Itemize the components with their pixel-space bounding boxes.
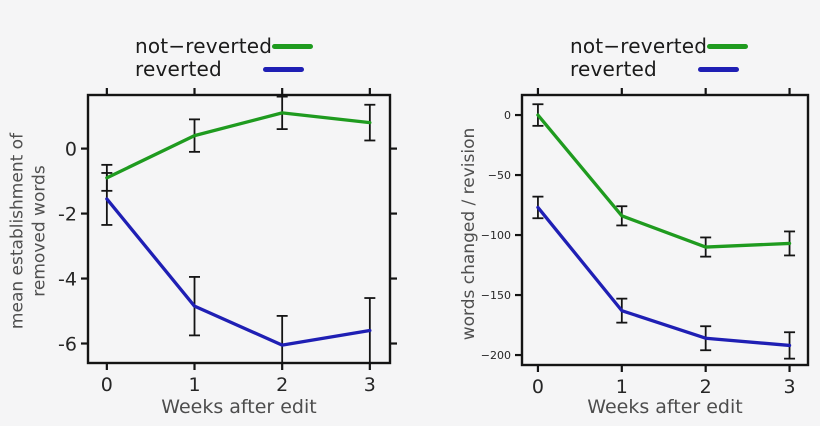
svg-text:−150: −150 xyxy=(481,289,511,302)
left-x-axis-label: Weeks after edit xyxy=(161,396,317,418)
svg-text:-4: -4 xyxy=(58,268,77,290)
svg-text:3: 3 xyxy=(784,376,796,398)
right-x-axis-label: Weeks after edit xyxy=(587,396,743,418)
svg-text:2: 2 xyxy=(700,376,712,398)
svg-text:0: 0 xyxy=(504,109,511,122)
svg-text:−200: −200 xyxy=(481,349,511,362)
svg-text:-6: -6 xyxy=(58,333,77,355)
left-chart: not−reverted reverted mean establishment… xyxy=(8,34,397,418)
legend-item-not-reverted: not−reverted xyxy=(135,34,314,58)
legend-line-not-reverted xyxy=(707,44,749,49)
svg-text:0: 0 xyxy=(65,138,77,160)
svg-text:−50: −50 xyxy=(488,169,511,182)
legend-item-reverted: reverted xyxy=(570,58,748,81)
legend-label-not-reverted: not−reverted xyxy=(135,34,273,58)
legend-label-not-reverted: not−reverted xyxy=(570,34,708,58)
svg-text:2: 2 xyxy=(276,374,288,396)
legend-line-not-reverted xyxy=(272,44,314,49)
svg-text:3: 3 xyxy=(364,374,376,396)
svg-text:1: 1 xyxy=(616,376,628,398)
legend-item-not-reverted: not−reverted xyxy=(570,34,749,58)
svg-text:0: 0 xyxy=(101,374,113,396)
svg-text:−100: −100 xyxy=(481,229,511,242)
legend-label-reverted: reverted xyxy=(570,57,657,81)
svg-text:1: 1 xyxy=(188,374,200,396)
svg-text:0: 0 xyxy=(532,376,544,398)
left-plot-canvas: 0 1 2 3 0 -2 -4 -6 xyxy=(58,88,397,396)
left-legend: not−reverted reverted xyxy=(135,34,314,81)
svg-text:-2: -2 xyxy=(58,203,77,225)
right-legend: not−reverted reverted xyxy=(570,34,749,81)
legend-line-reverted xyxy=(263,67,304,72)
right-chart: not−reverted reverted words changed / re… xyxy=(410,0,820,426)
legend-item-reverted: reverted xyxy=(135,58,313,81)
legend-label-reverted: reverted xyxy=(135,57,222,81)
legend-line-reverted xyxy=(698,67,739,72)
right-plot-canvas: 0 1 2 3 0 −50 −100 −150 −200 xyxy=(481,88,810,398)
